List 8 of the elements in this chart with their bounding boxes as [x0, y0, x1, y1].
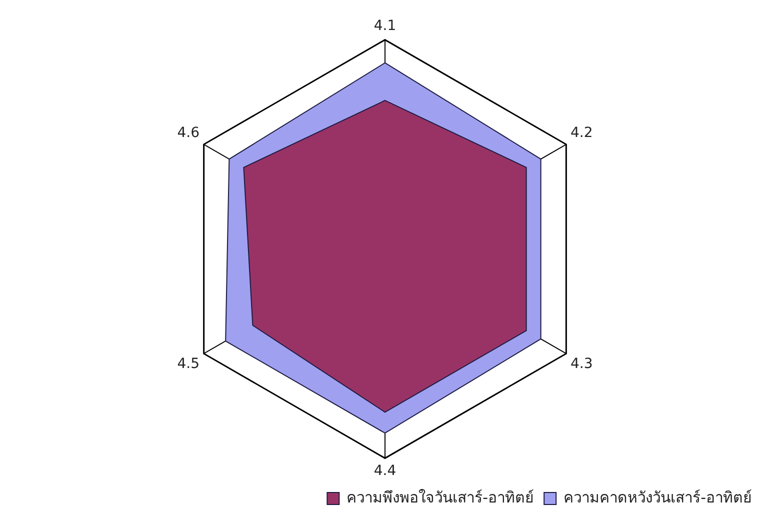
spoke-label: 4.6 [177, 125, 200, 142]
spoke-label: 4.4 [374, 463, 396, 480]
legend-label: ความพึงพอใจวันเสาร์-อาทิตย์ [346, 488, 534, 506]
spoke-label: 4.1 [374, 18, 396, 34]
legend-label: ความคาดหวังวันเสาร์-อาทิตย์ [564, 488, 752, 506]
spoke-label: 4.3 [570, 356, 593, 372]
spoke-label: 4.5 [177, 356, 200, 372]
spoke-label: 4.2 [570, 125, 593, 142]
